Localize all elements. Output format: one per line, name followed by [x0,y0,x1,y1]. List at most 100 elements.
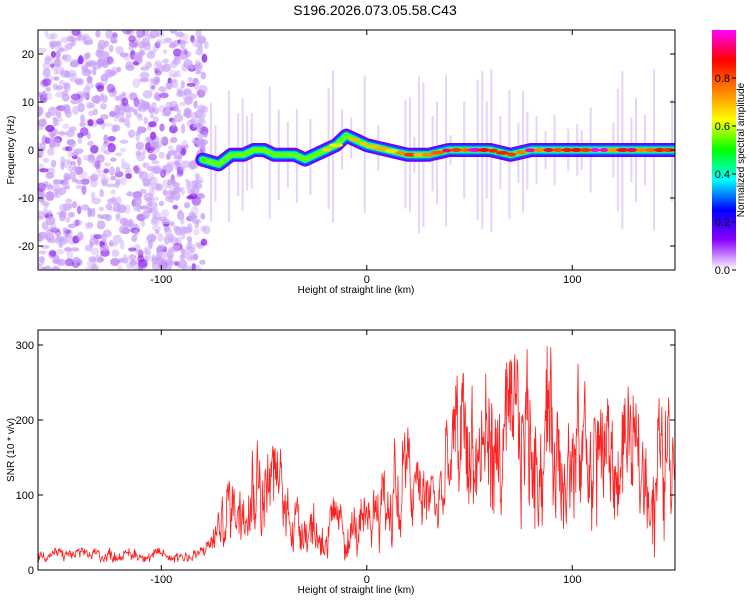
noise-speckle [50,141,56,149]
noise-speckle [187,188,195,195]
noise-speckle [199,259,206,265]
noise-speckle [160,169,167,178]
noise-speckle [64,232,70,239]
noise-speckle [72,151,79,156]
noise-speckle [145,234,153,244]
noise-speckle [172,204,179,210]
noise-speckle [102,213,110,220]
noise-speckle [43,207,48,217]
ridge-peak [395,151,406,156]
noise-speckle [151,212,156,218]
noise-speckle [123,105,131,113]
noise-speckle [153,78,159,86]
noise-speckle [137,125,143,136]
noise-speckle [45,86,51,92]
noise-speckle [203,41,209,49]
noise-speckle [94,160,101,170]
noise-speckle [81,204,90,211]
noise-speckle [50,63,55,68]
noise-speckle [102,229,112,238]
noise-speckle [169,41,176,48]
noise-speckle [146,165,156,172]
noise-speckle [161,112,171,117]
noise-speckle [124,167,132,176]
noise-speckle [109,110,117,118]
noise-speckle [173,57,181,65]
noise-speckle [180,217,185,225]
noise-speckle [59,179,69,186]
noise-speckle [176,169,184,177]
noise-speckle [183,201,191,209]
noise-speckle [45,191,55,202]
noise-speckle [190,35,195,43]
noise-speckle [81,33,90,39]
noise-speckle [64,109,72,119]
noise-speckle [156,64,166,73]
colorbar-ticks: 0.0 0.2 0.4 0.6 0.8 [715,73,736,277]
noise-speckle [96,256,104,263]
noise-speckle [68,144,75,152]
noise-speckle [42,67,51,78]
noise-speckle [58,79,66,86]
noise-speckle [164,37,173,43]
noise-speckle [65,146,73,152]
noise-speckle [151,85,156,90]
noise-speckle [68,203,73,209]
noise-speckle [151,165,161,175]
noise-speckle [106,83,115,93]
noise-speckle [194,172,200,180]
noise-speckle [171,73,182,78]
noise-speckle [199,139,209,146]
noise-speckle [47,106,58,116]
noise-speckle [167,149,178,156]
colorbar-tick-label: 0.2 [715,217,730,229]
noise-speckle [65,129,75,138]
noise-speckle [169,235,179,245]
noise-speckle [117,265,123,270]
noise-speckle [49,140,54,150]
noise-speckle [169,125,178,134]
noise-speckle [154,60,162,66]
noise-speckle [192,253,199,261]
noise-speckle [193,100,198,109]
noise-speckle [99,245,110,252]
noise-speckle [194,109,203,119]
noise-speckle [87,140,94,147]
noise-speckle [148,121,157,128]
noise-speckle [50,159,57,168]
noise-speckle [50,50,56,58]
noise-speckle [111,196,116,205]
noise-speckle [106,56,114,65]
noise-speckle [77,156,82,166]
noise-speckle [148,207,153,214]
noise-speckle [55,64,61,75]
noise-speckle [147,200,153,206]
noise-speckle [173,186,183,193]
noise-speckle [178,226,188,235]
noise-speckle [149,49,156,54]
noise-speckle [54,138,61,148]
ridge-peak [375,146,390,151]
noise-region [38,30,211,270]
noise-speckle [128,247,137,252]
noise-speckle [85,82,94,90]
noise-speckle [56,105,66,111]
noise-speckle [132,196,142,207]
noise-speckle [170,178,175,186]
ridge-peak [616,148,629,152]
noise-speckle [84,61,92,67]
noise-speckle [197,133,205,138]
noise-speckle [92,258,97,268]
noise-speckle [145,61,152,69]
noise-speckle [151,182,161,191]
noise-speckle [51,266,61,270]
noise-speckle [95,30,101,38]
noise-speckle [44,54,51,63]
noise-speckle [42,93,47,99]
noise-speckle [135,141,145,151]
noise-speckle [38,210,45,219]
noise-speckle [195,193,205,199]
noise-speckle [41,118,47,127]
noise-speckle [70,247,80,252]
x-tick-label: 100 [563,574,581,586]
